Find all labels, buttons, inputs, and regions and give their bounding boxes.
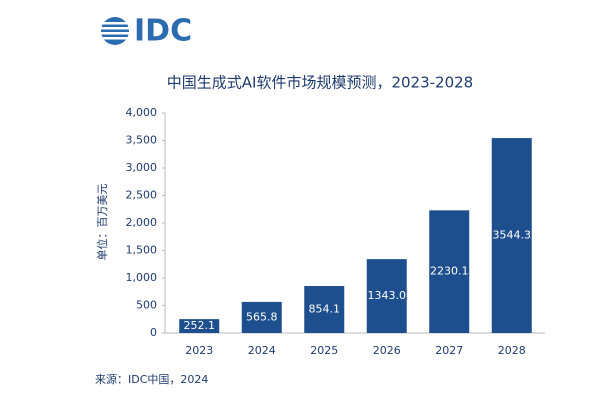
y-tick-label: 3,500 <box>126 134 158 147</box>
bar <box>366 259 407 333</box>
source-note: 来源：IDC中国，2024 <box>95 372 208 386</box>
y-tick-label: 3,000 <box>126 161 158 174</box>
bar <box>491 138 532 333</box>
value-label: 1343.0 <box>368 289 407 302</box>
x-tick-label: 2023 <box>185 344 213 357</box>
y-tick-label: 0 <box>150 326 157 339</box>
y-tick-label: 1,500 <box>126 244 158 257</box>
bar <box>304 286 345 333</box>
y-tick-label: 2,000 <box>126 216 158 229</box>
value-label: 854.1 <box>309 303 341 316</box>
value-label: 2230.1 <box>430 265 469 278</box>
value-label: 3544.3 <box>493 229 532 242</box>
bar <box>179 319 220 333</box>
bar <box>429 210 470 333</box>
y-tick-label: 4,000 <box>126 106 158 119</box>
chart-title: 中国生成式AI软件市场规模预测，2023-2028 <box>167 74 473 92</box>
x-tick-label: 2027 <box>435 344 463 357</box>
value-label: 252.1 <box>184 319 216 332</box>
logo-text: IDC <box>134 14 192 49</box>
x-tick-label: 2025 <box>310 344 338 357</box>
value-label: 565.8 <box>246 310 278 323</box>
y-tick-label: 1,000 <box>126 271 158 284</box>
y-tick-label: 2,500 <box>126 189 158 202</box>
logo-mark <box>99 17 131 45</box>
bar <box>241 301 282 333</box>
y-tick-label: 500 <box>136 299 157 312</box>
y-axis-label: 单位：百万美元 <box>95 184 109 261</box>
x-tick-label: 2024 <box>248 344 276 357</box>
x-tick-label: 2028 <box>498 344 526 357</box>
x-tick-label: 2026 <box>373 344 401 357</box>
